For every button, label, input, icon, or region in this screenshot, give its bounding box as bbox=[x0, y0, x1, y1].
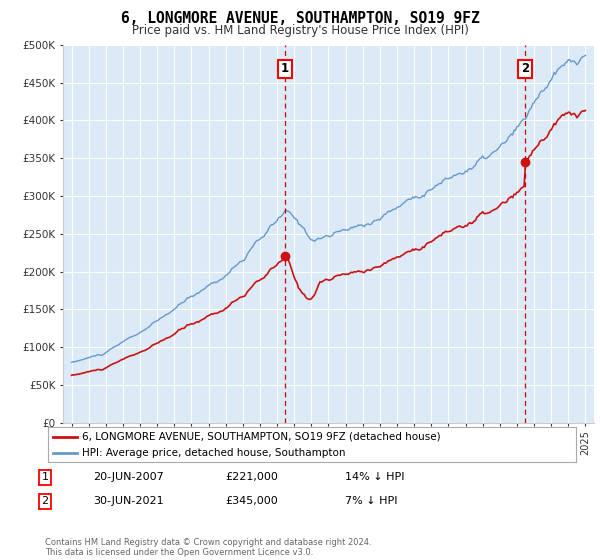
Text: Contains HM Land Registry data © Crown copyright and database right 2024.
This d: Contains HM Land Registry data © Crown c… bbox=[45, 538, 371, 557]
Text: 6, LONGMORE AVENUE, SOUTHAMPTON, SO19 9FZ (detached house): 6, LONGMORE AVENUE, SOUTHAMPTON, SO19 9F… bbox=[82, 432, 441, 442]
Text: HPI: Average price, detached house, Southampton: HPI: Average price, detached house, Sout… bbox=[82, 447, 346, 458]
Text: £221,000: £221,000 bbox=[225, 472, 278, 482]
Text: £345,000: £345,000 bbox=[225, 496, 278, 506]
Text: 1: 1 bbox=[41, 472, 49, 482]
Text: Price paid vs. HM Land Registry's House Price Index (HPI): Price paid vs. HM Land Registry's House … bbox=[131, 24, 469, 37]
Text: 6, LONGMORE AVENUE, SOUTHAMPTON, SO19 9FZ: 6, LONGMORE AVENUE, SOUTHAMPTON, SO19 9F… bbox=[121, 11, 479, 26]
Text: 2: 2 bbox=[41, 496, 49, 506]
Text: 1: 1 bbox=[281, 63, 289, 76]
Text: 2: 2 bbox=[521, 63, 529, 76]
Text: 30-JUN-2021: 30-JUN-2021 bbox=[93, 496, 164, 506]
Text: 14% ↓ HPI: 14% ↓ HPI bbox=[345, 472, 404, 482]
Text: 7% ↓ HPI: 7% ↓ HPI bbox=[345, 496, 398, 506]
Text: 20-JUN-2007: 20-JUN-2007 bbox=[93, 472, 164, 482]
